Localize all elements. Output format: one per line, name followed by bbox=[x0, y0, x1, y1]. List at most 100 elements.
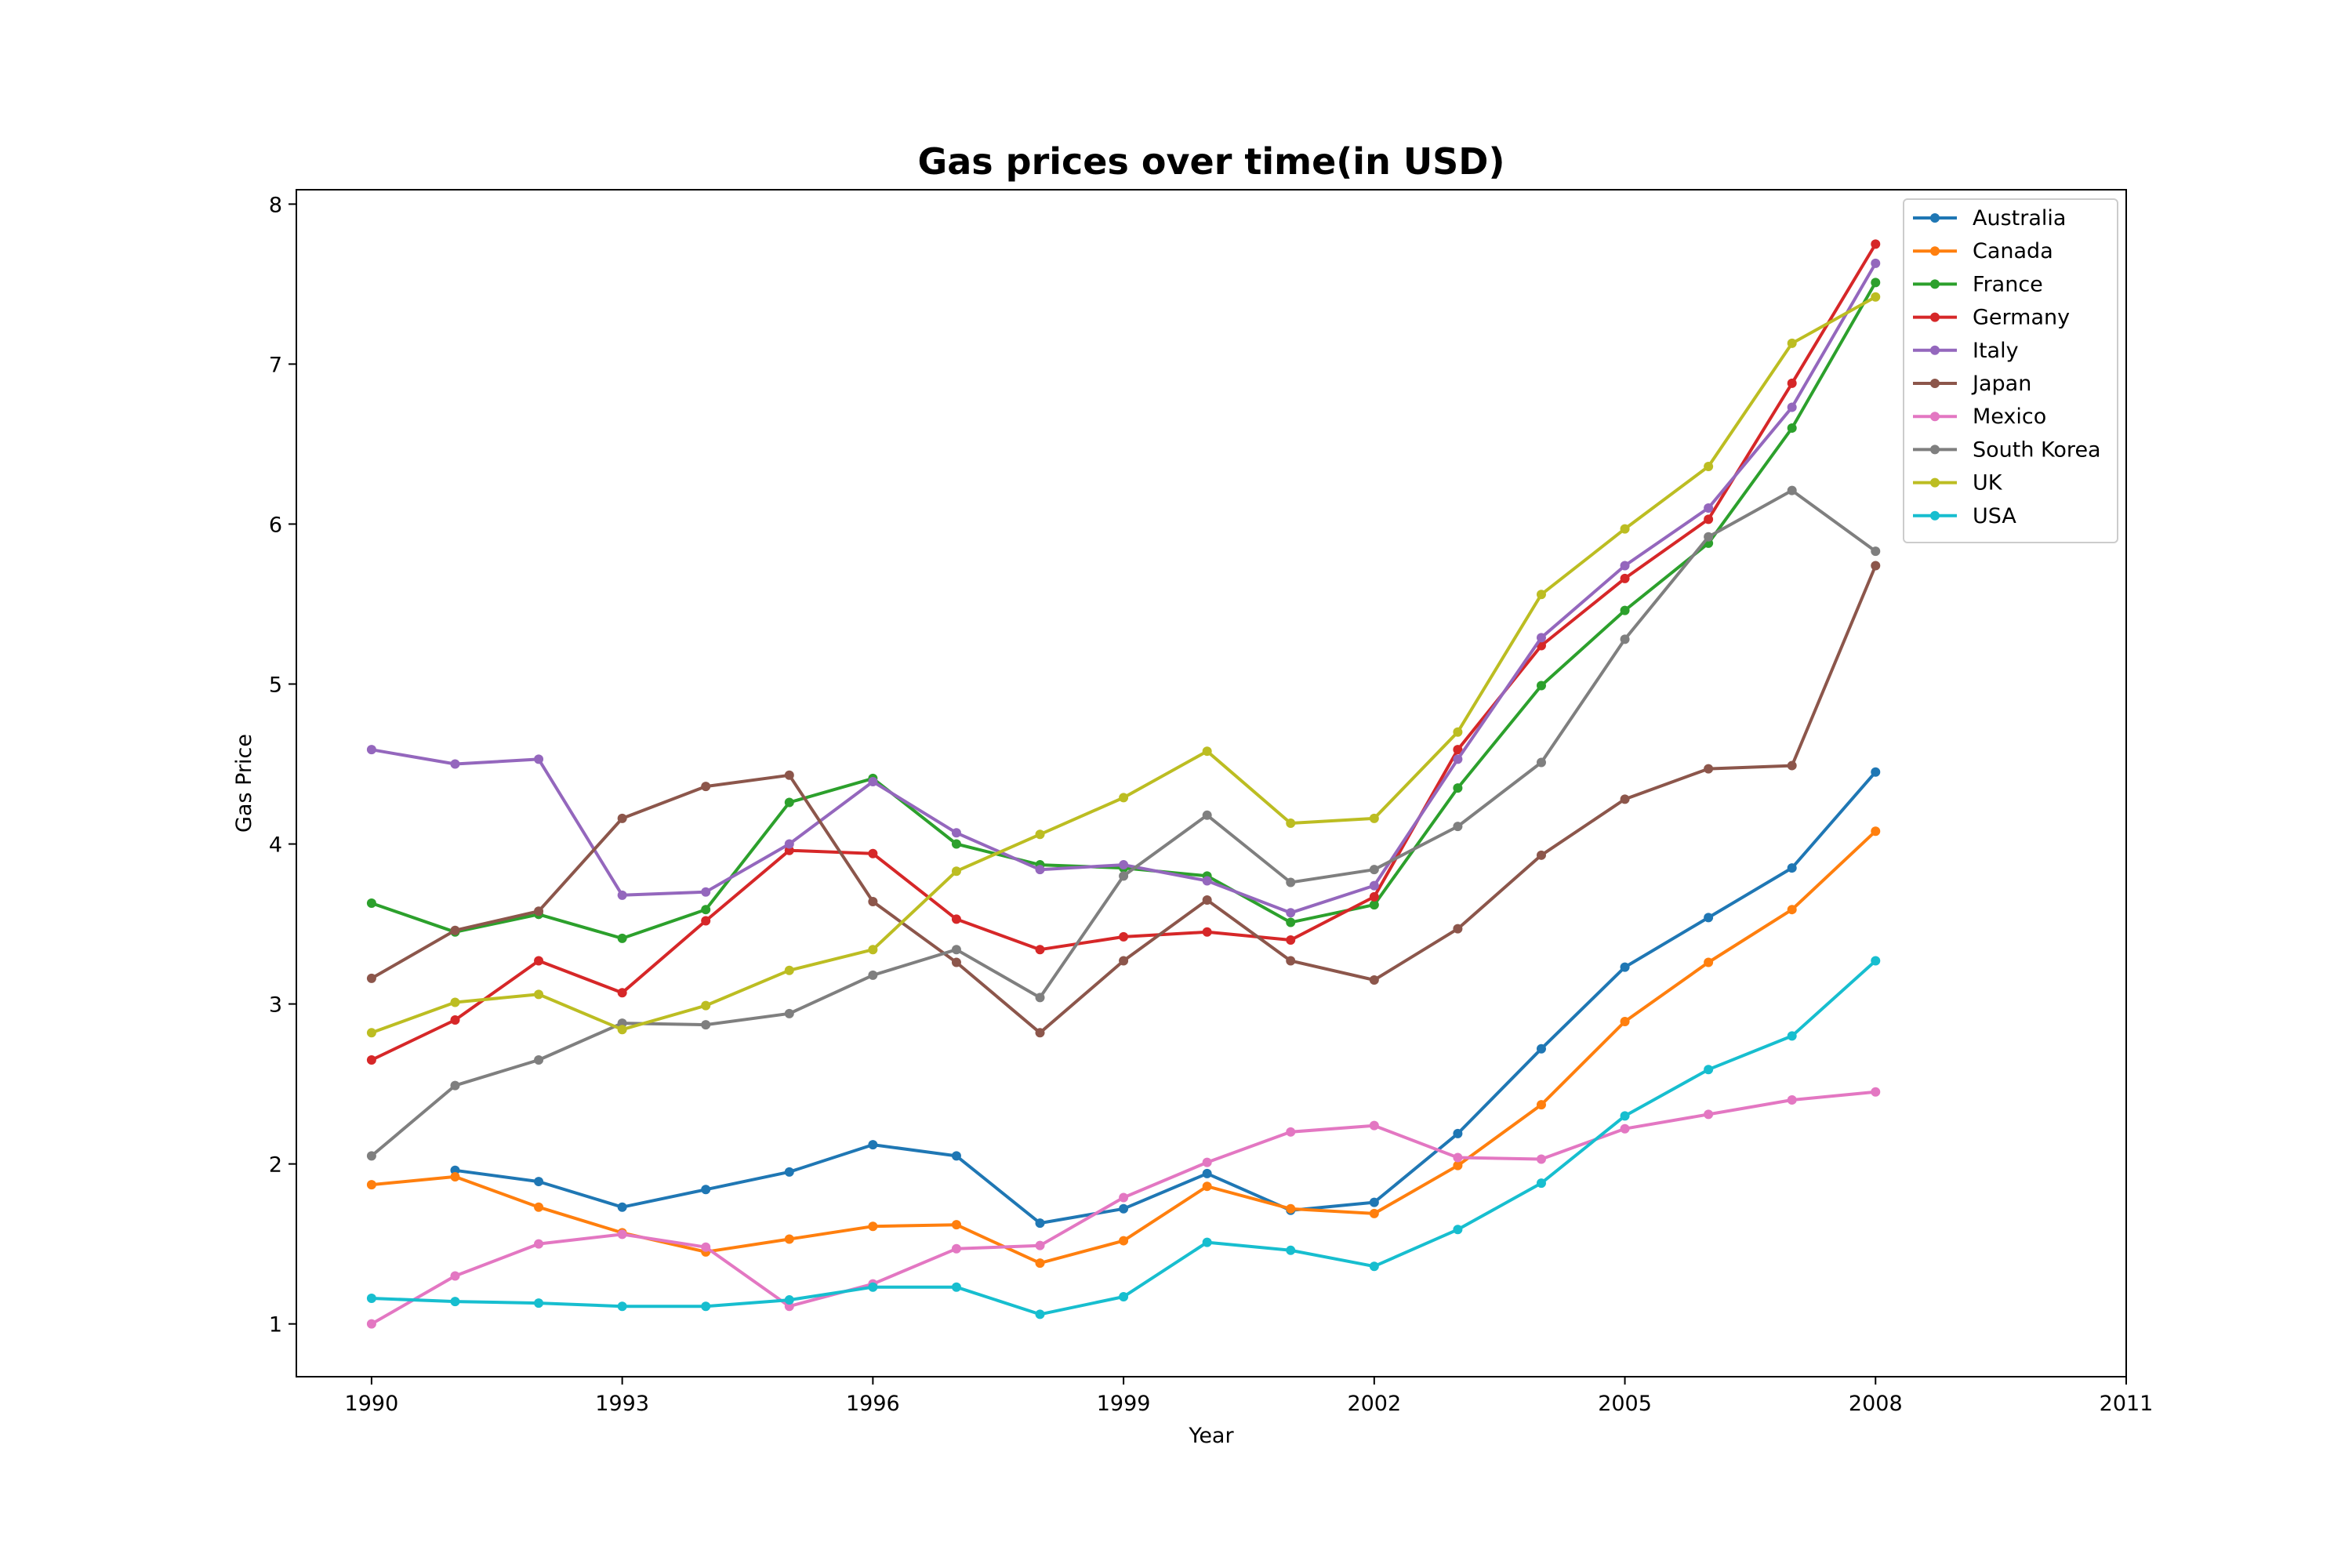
legend-item: USA bbox=[1913, 504, 2016, 528]
legend-marker bbox=[1930, 279, 1940, 289]
data-point bbox=[1536, 850, 1546, 860]
legend-item: Germany bbox=[1913, 306, 2070, 330]
data-point bbox=[450, 1171, 460, 1181]
data-point bbox=[1871, 826, 1881, 837]
data-point bbox=[1369, 813, 1379, 823]
data-point bbox=[868, 848, 878, 858]
x-tick-label: 1990 bbox=[345, 1392, 399, 1416]
data-point bbox=[1536, 1044, 1546, 1054]
data-point bbox=[1787, 1095, 1797, 1105]
data-point bbox=[1202, 895, 1212, 905]
data-point bbox=[784, 1008, 794, 1018]
data-point bbox=[1035, 993, 1045, 1003]
legend-box bbox=[1903, 198, 2118, 543]
data-point bbox=[1119, 1236, 1129, 1246]
legend-item: Australia bbox=[1913, 206, 2066, 230]
x-tick-label: 2005 bbox=[1598, 1392, 1652, 1416]
legend-item: Mexico bbox=[1913, 405, 2046, 429]
y-tick-label: 1 bbox=[269, 1313, 282, 1338]
data-point bbox=[617, 890, 627, 900]
data-point bbox=[450, 1297, 460, 1307]
legend-label: Japan bbox=[1971, 372, 2031, 396]
data-point bbox=[1787, 402, 1797, 412]
data-point bbox=[1286, 1203, 1296, 1214]
data-point bbox=[534, 956, 544, 966]
legend-label: France bbox=[1973, 272, 2043, 296]
data-point bbox=[1202, 746, 1212, 757]
x-tick-label: 1996 bbox=[846, 1392, 900, 1416]
data-point bbox=[1704, 957, 1714, 967]
data-point bbox=[1620, 1017, 1630, 1027]
data-point bbox=[784, 797, 794, 808]
data-point bbox=[1620, 794, 1630, 804]
data-point bbox=[617, 1229, 627, 1240]
data-point bbox=[534, 754, 544, 764]
data-point bbox=[366, 1054, 376, 1065]
data-point bbox=[1704, 461, 1714, 471]
data-point bbox=[1119, 1203, 1129, 1214]
x-tick-label: 2008 bbox=[1849, 1392, 1903, 1416]
data-point bbox=[1536, 1178, 1546, 1189]
data-point bbox=[1202, 1237, 1212, 1247]
data-point bbox=[1536, 757, 1546, 768]
legend-label: Mexico bbox=[1973, 405, 2046, 429]
data-point bbox=[1369, 1261, 1379, 1272]
data-point bbox=[1871, 767, 1881, 777]
x-tick-label: 2002 bbox=[1347, 1392, 1401, 1416]
x-tick-label: 2011 bbox=[2100, 1392, 2154, 1416]
legend-label: Canada bbox=[1973, 239, 2053, 263]
data-point bbox=[1286, 1245, 1296, 1255]
legend-marker bbox=[1930, 445, 1940, 455]
data-point bbox=[1202, 810, 1212, 820]
plot-frame bbox=[296, 189, 2127, 1377]
data-point bbox=[1119, 860, 1129, 870]
data-point bbox=[1871, 546, 1881, 557]
series-uk bbox=[366, 292, 1881, 1038]
legend-item: Canada bbox=[1913, 239, 2053, 263]
data-point bbox=[784, 770, 794, 780]
data-point bbox=[1453, 1152, 1463, 1163]
legend-label: South Korea bbox=[1973, 437, 2101, 462]
data-point bbox=[868, 945, 878, 955]
data-point bbox=[1119, 1192, 1129, 1203]
x-axis-label: Year bbox=[1188, 1424, 1234, 1448]
data-point bbox=[1369, 1120, 1379, 1131]
data-point bbox=[617, 933, 627, 943]
series-usa bbox=[366, 956, 1881, 1319]
data-point bbox=[784, 1167, 794, 1177]
data-point bbox=[1536, 1100, 1546, 1110]
data-point bbox=[1035, 1309, 1045, 1319]
data-point bbox=[534, 1054, 544, 1065]
data-point bbox=[1704, 532, 1714, 542]
data-point bbox=[534, 1177, 544, 1187]
data-point bbox=[1453, 924, 1463, 934]
legend-item: Japan bbox=[1913, 372, 2031, 396]
data-point bbox=[366, 1151, 376, 1161]
data-point bbox=[1787, 863, 1797, 873]
y-tick-label: 6 bbox=[269, 513, 282, 537]
y-tick-label: 5 bbox=[269, 673, 282, 697]
data-point bbox=[366, 745, 376, 755]
data-point bbox=[1202, 1181, 1212, 1192]
data-point bbox=[868, 896, 878, 906]
data-point bbox=[366, 973, 376, 983]
data-point bbox=[1453, 727, 1463, 737]
data-point bbox=[1620, 1123, 1630, 1134]
series-line bbox=[455, 771, 1877, 1225]
data-point bbox=[1453, 1225, 1463, 1235]
data-point bbox=[1369, 975, 1379, 985]
data-point bbox=[1536, 590, 1546, 600]
data-point bbox=[450, 759, 460, 769]
data-point bbox=[701, 1000, 711, 1011]
data-point bbox=[701, 1020, 711, 1030]
data-point bbox=[366, 1028, 376, 1038]
series-layer bbox=[366, 239, 1881, 1329]
legend-marker bbox=[1930, 246, 1940, 256]
data-point bbox=[1787, 1031, 1797, 1041]
legend-label: UK bbox=[1973, 471, 2003, 495]
data-point bbox=[1286, 818, 1296, 829]
data-point bbox=[450, 997, 460, 1007]
legend-marker bbox=[1930, 213, 1940, 223]
data-point bbox=[784, 1295, 794, 1305]
data-point bbox=[1369, 900, 1379, 910]
